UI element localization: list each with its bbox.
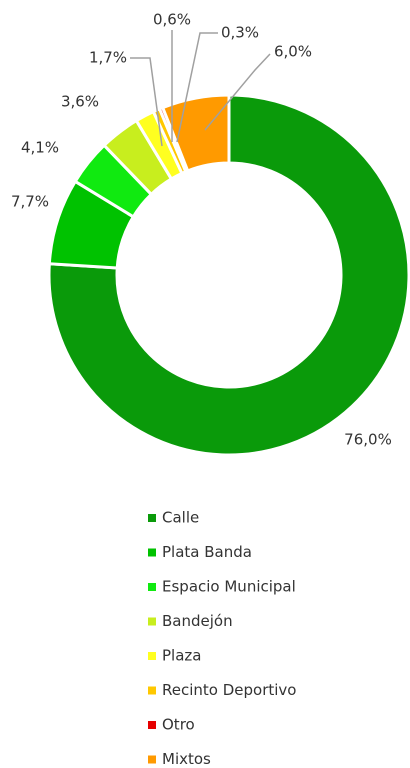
legend-swatch: [148, 755, 156, 764]
legend-label: Recinto Deportivo: [162, 681, 296, 699]
legend-swatch: [148, 514, 156, 522]
data-label: 0,3%: [221, 24, 259, 42]
donut-slice: [47, 93, 410, 457]
legend-label: Plata Banda: [162, 543, 252, 561]
donut-slice: [160, 93, 231, 173]
legend-label: Otro: [162, 716, 195, 734]
data-label: 6,0%: [274, 43, 312, 61]
data-label: 1,7%: [89, 49, 127, 67]
legend-swatch: [148, 583, 156, 591]
data-label: 4,1%: [21, 139, 59, 157]
leader-line: [176, 32, 218, 143]
legend-swatch: [148, 721, 156, 729]
legend-label: Espacio Municipal: [162, 578, 296, 596]
legend-label: Calle: [162, 509, 199, 527]
legend-swatch: [148, 686, 156, 695]
legend-label: Plaza: [162, 647, 201, 665]
data-label: 3,6%: [61, 93, 99, 111]
legend-swatch: [148, 548, 156, 557]
legend-label: Mixtos: [162, 750, 211, 768]
legend-label: Bandejón: [162, 612, 233, 630]
leader-line: [130, 57, 163, 147]
legend-swatch: [148, 617, 156, 626]
data-label: 76,0%: [344, 431, 392, 449]
data-label: 7,7%: [11, 193, 49, 211]
data-label: 0,6%: [153, 11, 191, 29]
legend-swatch: [148, 652, 156, 660]
leader-line: [204, 53, 271, 131]
